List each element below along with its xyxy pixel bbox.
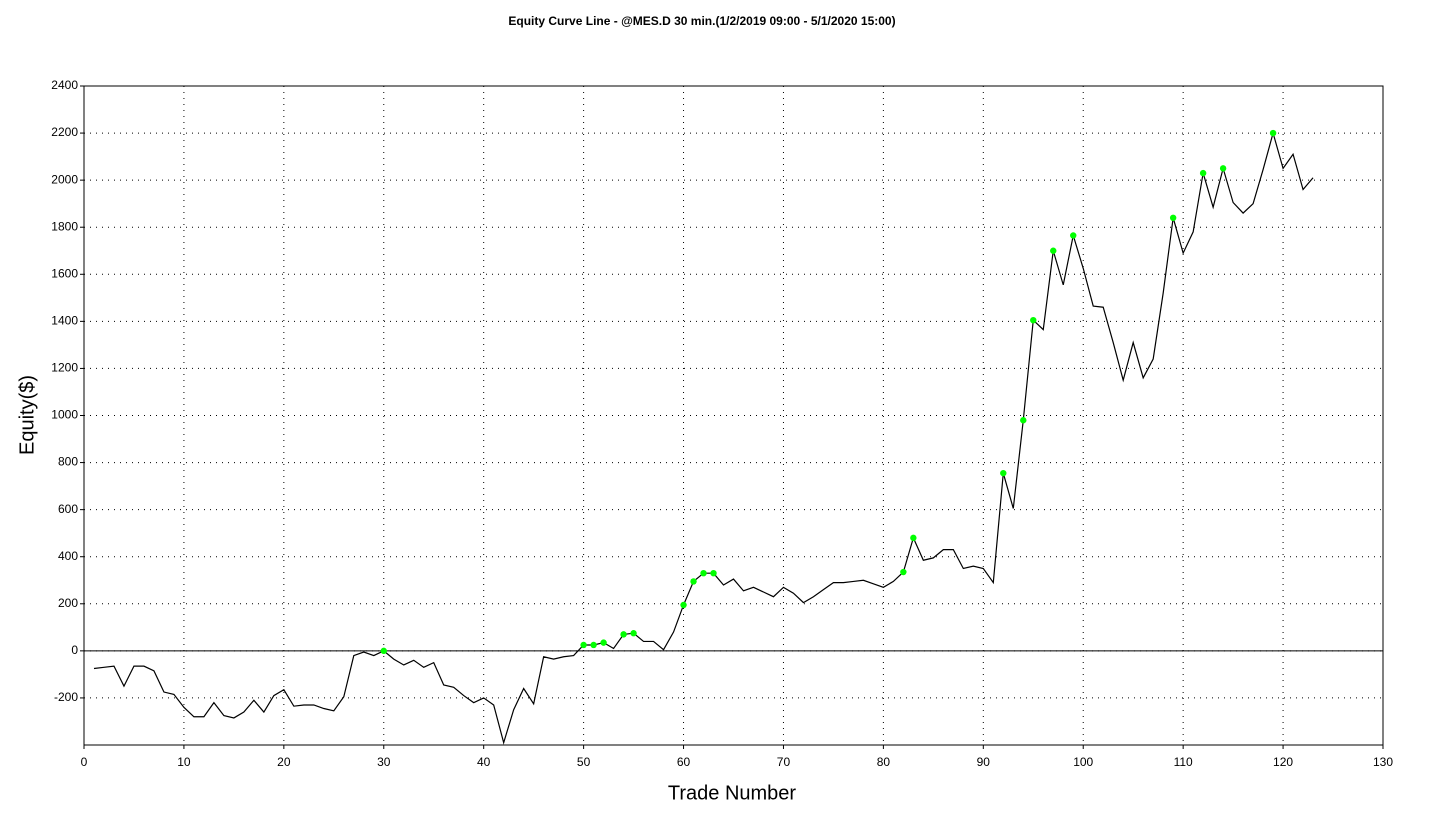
y-axis-title: Equity($) [16, 375, 38, 455]
x-tick-label: 20 [277, 755, 291, 769]
x-tick-label: 10 [177, 755, 191, 769]
x-tick-label: 50 [577, 755, 591, 769]
chart-title: Equity Curve Line - @MES.D 30 min.(1/2/2… [508, 14, 895, 28]
equity-high-marker [380, 647, 387, 655]
equity-high-marker [700, 569, 707, 577]
x-tick-label: 60 [677, 755, 691, 769]
y-tick-label: 1600 [51, 266, 78, 280]
y-tick-label: 1400 [51, 314, 78, 328]
equity-high-marker [1219, 165, 1227, 172]
x-tick-label: 120 [1273, 755, 1293, 769]
x-tick-label: 90 [977, 755, 991, 769]
y-tick-label: 0 [71, 643, 78, 657]
equity-high-marker [1269, 129, 1277, 137]
equity-high-marker [600, 639, 607, 646]
equity-high-marker [1030, 316, 1037, 324]
x-tick-label: 30 [377, 755, 391, 769]
equity-high-marker [580, 641, 587, 649]
x-axis-title: Trade Number [668, 782, 797, 804]
equity-high-marker [1169, 214, 1177, 221]
y-tick-label: 2000 [51, 172, 78, 186]
equity-high-marker [1000, 469, 1007, 477]
y-tick-label: 1800 [51, 219, 78, 233]
equity-high-marker [900, 568, 907, 576]
y-tick-label: 400 [58, 549, 78, 563]
equity-high-marker [710, 569, 717, 577]
y-tick-label: 800 [58, 455, 78, 469]
equity-high-marker [590, 641, 597, 649]
x-tick-label: 70 [777, 755, 791, 769]
y-tick-label: 2200 [51, 125, 78, 139]
x-tick-label: 0 [81, 755, 88, 769]
x-tick-label: 100 [1073, 755, 1093, 769]
equity-high-marker [630, 630, 637, 637]
y-tick-label: 1000 [51, 408, 78, 422]
x-tick-label: 110 [1174, 755, 1193, 769]
equity-high-marker [690, 578, 697, 585]
equity-high-marker [1050, 247, 1057, 254]
y-tick-label: 200 [58, 596, 78, 610]
y-tick-label: -200 [54, 690, 78, 704]
y-tick-label: 1200 [51, 361, 78, 375]
equity-high-marker [1070, 232, 1077, 239]
y-tick-label: 2400 [51, 78, 78, 92]
x-tick-label: 40 [477, 755, 491, 769]
equity-high-marker [910, 534, 917, 542]
x-tick-label: 130 [1373, 755, 1393, 769]
equity-high-marker [620, 631, 627, 638]
equity-high-marker [1020, 417, 1027, 424]
equity-high-marker [1199, 169, 1207, 177]
x-tick-label: 80 [877, 755, 891, 769]
y-tick-label: 600 [58, 502, 78, 516]
equity-high-marker [680, 601, 687, 609]
